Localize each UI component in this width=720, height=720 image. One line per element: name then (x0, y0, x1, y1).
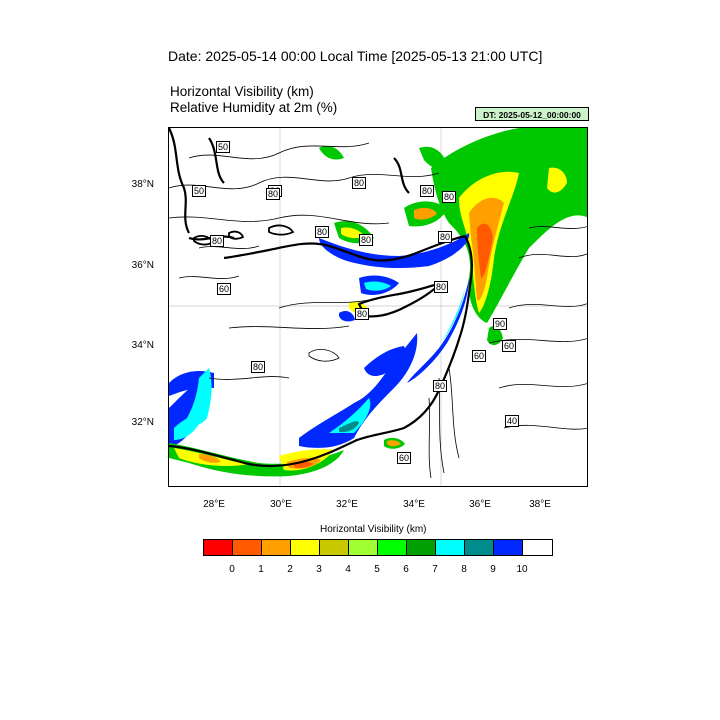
lat-label-32n: 32°N (131, 417, 154, 428)
contour-label: 80 (438, 231, 453, 243)
legend-swatch (465, 540, 494, 555)
legend-swatch (523, 540, 552, 555)
legend-tick-label: 7 (432, 564, 438, 575)
visibility-field-northeast (319, 128, 587, 346)
legend-tick-label: 8 (461, 564, 467, 575)
date-title: Date: 2025-05-14 00:00 Local Time [2025-… (168, 48, 543, 64)
legend-swatch (436, 540, 465, 555)
contour-label: 90 (493, 318, 508, 330)
contour-label: 40 (505, 415, 520, 427)
legend-tick-label: 0 (229, 564, 235, 575)
lon-label-38e: 38°E (529, 499, 551, 510)
legend-tick-label: 4 (345, 564, 351, 575)
contour-label: 60 (397, 452, 412, 464)
contour-label: 80 (266, 188, 281, 200)
legend-tick-label: 10 (516, 564, 528, 575)
legend-swatch (262, 540, 291, 555)
lon-label-30e: 30°E (270, 499, 292, 510)
legend-swatch (378, 540, 407, 555)
lon-label-34e: 34°E (403, 499, 425, 510)
legend-swatch (291, 540, 320, 555)
coastlines (169, 128, 473, 468)
legend-tick-label: 5 (374, 564, 380, 575)
contour-label: 80 (434, 281, 449, 293)
map-panel: 50 50 80 80 80 80 80 80 80 80 60 80 80 8… (168, 127, 588, 487)
contour-label: 80 (352, 177, 367, 189)
contour-label: 50 (192, 185, 207, 197)
lat-label-34n: 34°N (131, 340, 154, 351)
contour-label: 80 (355, 308, 370, 320)
dt-badge: DT: 2025-05-12_00:00:00 (475, 107, 589, 121)
legend-swatch (320, 540, 349, 555)
legend-tick-label: 6 (403, 564, 409, 575)
legend-tick-label: 9 (490, 564, 496, 575)
legend-tick-label: 1 (258, 564, 264, 575)
contour-label: 80 (251, 361, 266, 373)
legend-title: Horizontal Visibility (km) (320, 524, 427, 535)
contour-label: 80 (359, 234, 374, 246)
contour-label: 80 (315, 226, 330, 238)
lon-label-28e: 28°E (203, 499, 225, 510)
contour-label: 80 (433, 380, 448, 392)
contour-label: 80 (420, 185, 435, 197)
variable-title-visibility: Horizontal Visibility (km) (170, 84, 314, 99)
islands (193, 224, 295, 246)
contour-label: 60 (217, 283, 232, 295)
legend-swatch (349, 540, 378, 555)
lat-label-38n: 38°N (131, 179, 154, 190)
legend-swatch (494, 540, 523, 555)
contour-label: 60 (472, 350, 487, 362)
visibility-field-egypt-coast (169, 437, 405, 477)
lon-label-36e: 36°E (469, 499, 491, 510)
contour-label: 50 (216, 141, 231, 153)
contour-label: 80 (210, 235, 225, 247)
legend-tick-label: 3 (316, 564, 322, 575)
legend-tick-label: 2 (287, 564, 293, 575)
visibility-field-coastal (169, 233, 470, 448)
contour-label: 60 (502, 340, 517, 352)
contour-label: 80 (442, 191, 457, 203)
legend-swatch (407, 540, 436, 555)
legend-colorbar (203, 539, 553, 556)
lon-label-32e: 32°E (336, 499, 358, 510)
legend-swatch (204, 540, 233, 555)
legend-swatch (233, 540, 262, 555)
lat-label-36n: 36°N (131, 260, 154, 271)
map-canvas (169, 128, 587, 486)
variable-title-humidity: Relative Humidity at 2m (%) (170, 100, 338, 115)
